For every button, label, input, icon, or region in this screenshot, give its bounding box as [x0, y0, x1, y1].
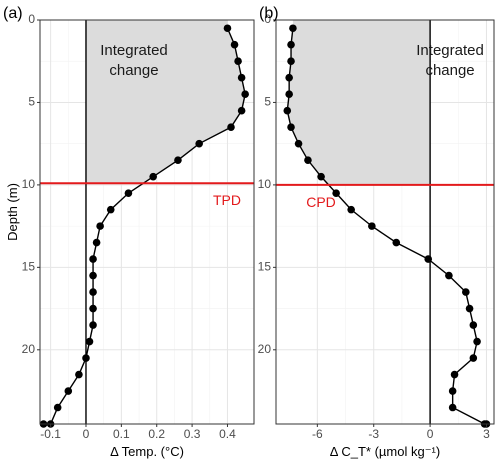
data-point: [448, 387, 457, 395]
data-point: [64, 387, 73, 395]
panel-label: (a): [3, 5, 23, 22]
annotation-text: change: [109, 62, 158, 79]
data-point: [392, 238, 401, 247]
y-axis-title: Depth (m): [5, 183, 20, 241]
panel-b: 0 5 10 15 20 -6 -3 0 3 (b) Integrated change CPD Δ C_…: [258, 5, 495, 459]
data-point: [473, 337, 481, 346]
data-point: [106, 205, 115, 214]
data-point: [92, 238, 101, 247]
annotation-text: change: [425, 62, 474, 79]
panel-border: [39, 19, 255, 425]
x-tick-label: 0: [427, 427, 434, 441]
panel-label: (b): [259, 5, 279, 22]
x-tick-label: 0.1: [113, 427, 130, 441]
annotation-text: Integrated: [416, 42, 484, 59]
annotation-text: Integrated: [100, 42, 168, 59]
data-point: [174, 156, 182, 164]
data-point: [450, 370, 459, 379]
data-point: [287, 40, 295, 49]
y-tick-label: 10: [258, 177, 272, 191]
y-tick-label: 15: [22, 260, 36, 274]
data-point: [287, 123, 295, 131]
data-point: [469, 354, 478, 362]
data-point: [230, 40, 239, 49]
data-point: [332, 189, 340, 197]
data-point: [195, 139, 203, 148]
data-point: [445, 271, 453, 280]
data-point: [234, 57, 242, 66]
panel-border: [275, 19, 495, 425]
data-point: [304, 156, 312, 164]
data-point: [285, 73, 293, 82]
x-tick-label: 0.4: [219, 427, 236, 441]
data-point: [465, 304, 474, 313]
y-tick-label: 0: [28, 12, 35, 26]
data-point: [223, 24, 232, 33]
data-point: [89, 271, 97, 280]
x-tick-label: 0: [83, 427, 90, 441]
y-tick-label: 10: [22, 177, 36, 191]
data-point: [368, 222, 376, 230]
x-tick-label: 0.3: [184, 427, 201, 441]
y-tick-label: 0: [264, 12, 271, 26]
x-tick-label: -6: [312, 427, 323, 441]
integrated-change-area: [287, 20, 431, 185]
integrated-change-area: [85, 20, 246, 184]
data-point: [289, 24, 297, 33]
data-point: [469, 321, 478, 329]
x-tick-label: -0.1: [40, 427, 61, 441]
data-point: [294, 139, 303, 148]
data-point: [89, 321, 97, 329]
data-point: [89, 304, 97, 313]
x-axis-title: Δ Temp. (°C): [110, 444, 184, 459]
threshold-label: CPD: [306, 194, 336, 210]
data-point: [283, 106, 292, 115]
data-point: [287, 57, 295, 66]
x-tick-label: -3: [368, 427, 379, 441]
data-point: [237, 106, 246, 115]
y-tick-label: 20: [258, 342, 272, 356]
data-point: [96, 222, 104, 230]
data-point: [241, 90, 249, 99]
data-point: [85, 337, 94, 346]
data-point: [424, 255, 433, 263]
data-point: [227, 123, 235, 131]
x-tick-label: 3: [483, 427, 490, 441]
y-tick-label: 15: [258, 260, 272, 274]
x-tick-label: 0.2: [148, 427, 165, 441]
y-tick-label: 5: [264, 95, 271, 109]
data-point: [237, 73, 246, 82]
data-point: [347, 205, 355, 214]
data-point: [149, 172, 157, 181]
data-point: [462, 288, 470, 296]
data-point: [448, 403, 457, 412]
data-point: [75, 370, 83, 379]
data-point: [285, 90, 293, 99]
data-point: [317, 172, 325, 181]
y-tick-label: 20: [22, 342, 36, 356]
data-point: [53, 403, 62, 412]
data-point: [82, 354, 90, 362]
threshold-label: TPD: [213, 192, 241, 208]
data-point: [89, 288, 97, 296]
data-point: [124, 189, 133, 197]
panel-a: 0 5 10 15 20 -0.1 0 0.1 0.2 0.3 0.4 (a) Integrated ch…: [3, 5, 255, 459]
data-point: [89, 255, 97, 263]
y-tick-label: 5: [28, 95, 35, 109]
x-axis-title: Δ C_T* (µmol kg⁻¹): [330, 444, 440, 459]
